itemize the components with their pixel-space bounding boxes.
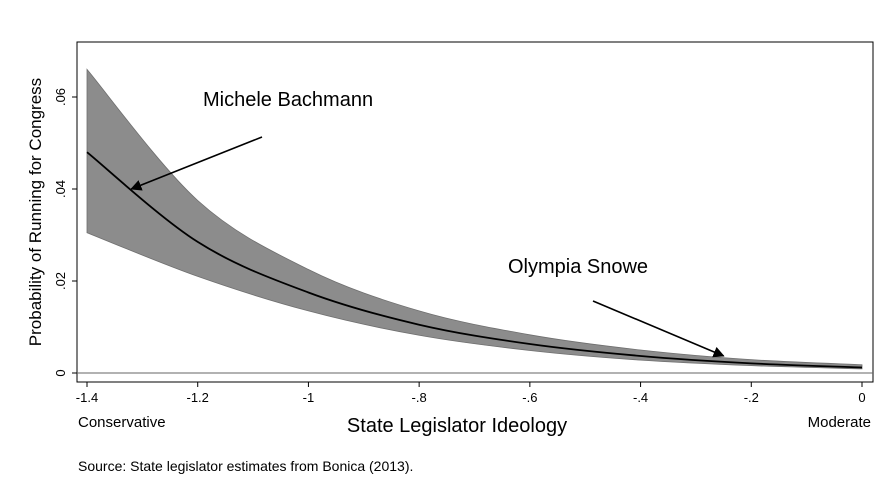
annotation-snowe-label: Olympia Snowe: [508, 256, 648, 278]
x-axis: -1.4 -1.2 -1 -.8 -.6 -.4 -.2 0: [76, 382, 866, 405]
x-tick-label: -.4: [633, 390, 648, 405]
y-tick-label: .04: [53, 180, 68, 198]
x-tick-label: -.8: [412, 390, 427, 405]
x-axis-title: State Legislator Ideology: [347, 415, 567, 437]
annotation-bachmann-label: Michele Bachmann: [203, 89, 373, 111]
x-tick-label: -1.4: [76, 390, 98, 405]
y-axis: 0 .02 .04 .06: [53, 88, 77, 377]
x-tick-label: -1.2: [187, 390, 209, 405]
confidence-band-layer: [86, 68, 863, 370]
fit-line: [86, 151, 863, 369]
y-tick-label: .02: [53, 272, 68, 290]
x-tick-label: -1: [303, 390, 315, 405]
source-note: Source: State legislator estimates from …: [78, 458, 414, 474]
annotation-bachmann-arrow: [130, 136, 263, 191]
y-tick-label: 0: [53, 369, 68, 376]
x-tick-label: 0: [858, 390, 865, 405]
fit-line-layer: [86, 151, 863, 369]
y-tick-label: .06: [53, 88, 68, 106]
annotation-snowe-arrow: [592, 300, 725, 358]
y-axis-title: Probability of Running for Congress: [26, 78, 45, 346]
confidence-band: [86, 68, 863, 370]
x-end-label-right: Moderate: [808, 414, 871, 431]
x-tick-label: -.6: [522, 390, 537, 405]
annotation-layer: Michele Bachmann Olympia Snowe: [130, 89, 725, 358]
x-end-label-left: Conservative: [78, 414, 166, 431]
x-tick-label: -.2: [744, 390, 759, 405]
